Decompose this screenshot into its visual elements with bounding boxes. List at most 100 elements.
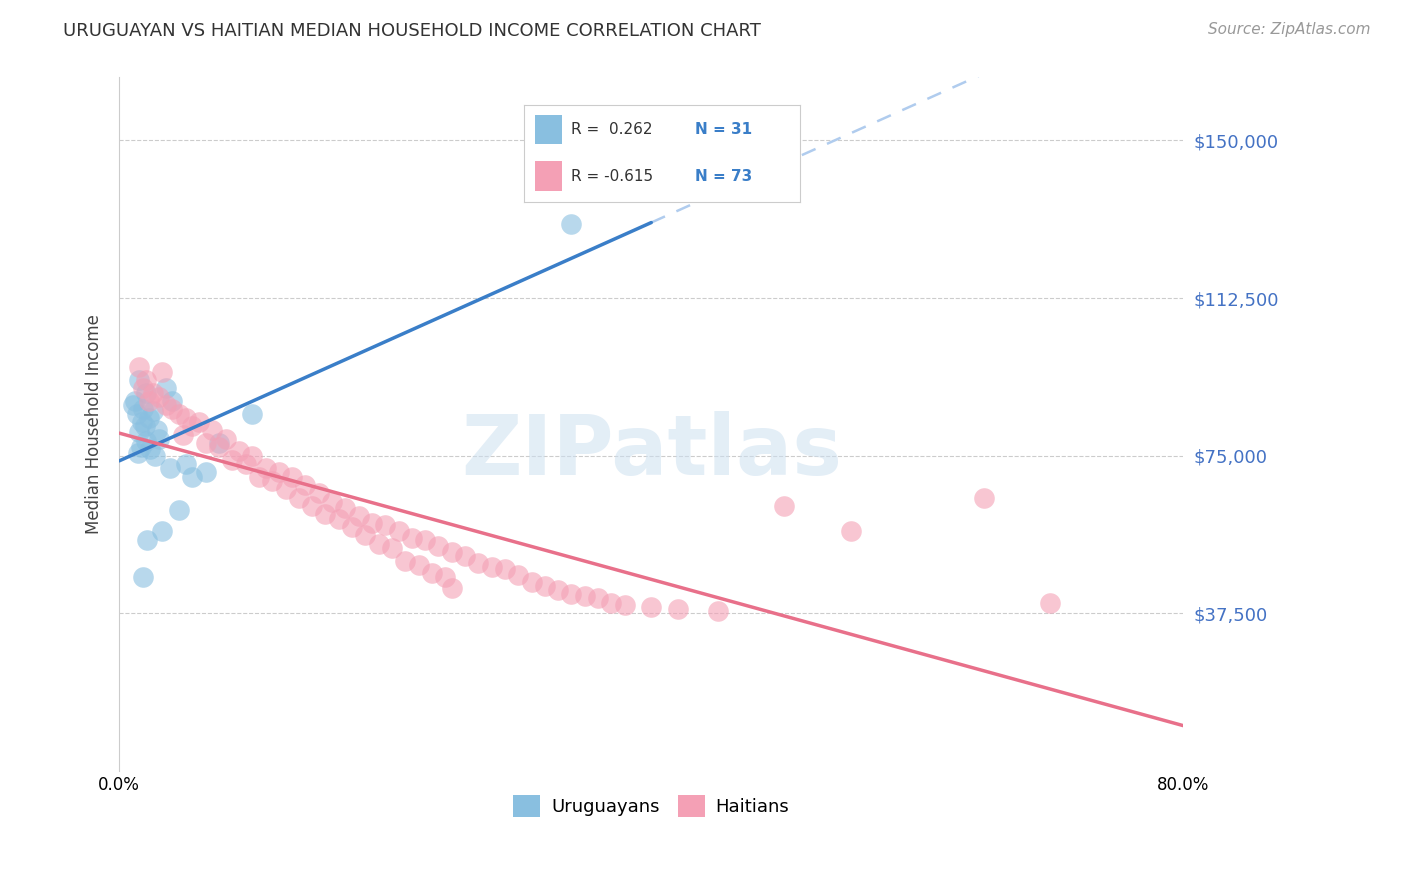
Point <box>128 425 150 440</box>
Point <box>420 566 443 581</box>
Point <box>155 398 177 412</box>
Point <box>121 398 143 412</box>
Point <box>240 449 263 463</box>
Point <box>208 436 231 450</box>
Point <box>150 365 173 379</box>
Point <box>221 452 243 467</box>
Point <box>973 491 995 505</box>
Point <box>125 407 148 421</box>
Y-axis label: Median Household Income: Median Household Income <box>86 314 103 534</box>
Point <box>401 531 423 545</box>
Point <box>481 560 503 574</box>
Point <box>201 423 224 437</box>
Point <box>600 596 623 610</box>
Point <box>129 440 152 454</box>
Point <box>208 440 231 454</box>
Point <box>181 469 204 483</box>
Point <box>1039 596 1062 610</box>
Point <box>139 442 162 457</box>
Point <box>427 539 450 553</box>
Point <box>440 545 463 559</box>
Point <box>172 427 194 442</box>
Point <box>132 381 155 395</box>
Point <box>159 461 181 475</box>
Point <box>773 499 796 513</box>
Point <box>240 407 263 421</box>
Point <box>128 373 150 387</box>
Point <box>174 410 197 425</box>
Point <box>135 385 157 400</box>
Point <box>188 415 211 429</box>
Point <box>155 381 177 395</box>
Point <box>194 436 217 450</box>
Point <box>148 390 170 404</box>
Point <box>136 533 159 547</box>
Point <box>262 474 284 488</box>
Point <box>613 598 636 612</box>
Point <box>128 360 150 375</box>
Point <box>148 432 170 446</box>
Point <box>288 491 311 505</box>
Point <box>666 602 689 616</box>
Point <box>328 511 350 525</box>
Point <box>254 461 277 475</box>
Point <box>143 449 166 463</box>
Point <box>281 469 304 483</box>
Point <box>267 466 290 480</box>
Point <box>454 549 477 564</box>
Point <box>560 218 582 232</box>
Point <box>547 582 569 597</box>
Point <box>520 574 543 589</box>
Point <box>294 478 316 492</box>
Point <box>354 528 377 542</box>
Point <box>440 581 463 595</box>
Point <box>124 394 146 409</box>
Point <box>314 508 336 522</box>
Point <box>145 423 167 437</box>
Text: Source: ZipAtlas.com: Source: ZipAtlas.com <box>1208 22 1371 37</box>
Point <box>174 457 197 471</box>
Point <box>574 590 596 604</box>
Point <box>408 558 430 572</box>
Point <box>839 524 862 539</box>
Point <box>586 591 609 606</box>
Point <box>321 495 343 509</box>
Point <box>308 486 330 500</box>
Point <box>181 419 204 434</box>
Point <box>707 604 730 618</box>
Point <box>494 562 516 576</box>
Point <box>508 568 530 582</box>
Point <box>150 524 173 539</box>
Point <box>387 524 409 539</box>
Point <box>167 503 190 517</box>
Point <box>228 444 250 458</box>
Point <box>141 385 163 400</box>
Point <box>534 579 557 593</box>
Text: URUGUAYAN VS HAITIAN MEDIAN HOUSEHOLD INCOME CORRELATION CHART: URUGUAYAN VS HAITIAN MEDIAN HOUSEHOLD IN… <box>63 22 761 40</box>
Point <box>162 394 184 409</box>
Point <box>134 419 156 434</box>
Point <box>467 556 489 570</box>
Point <box>215 432 238 446</box>
Point <box>361 516 384 530</box>
Point <box>340 520 363 534</box>
Point <box>162 402 184 417</box>
Point <box>374 517 396 532</box>
Point <box>413 533 436 547</box>
Point <box>135 373 157 387</box>
Point <box>367 537 389 551</box>
Point <box>132 402 155 417</box>
Point <box>131 415 153 429</box>
Point <box>301 499 323 513</box>
Point <box>194 466 217 480</box>
Point <box>247 469 270 483</box>
Point <box>434 570 457 584</box>
Point <box>127 446 149 460</box>
Point <box>335 501 357 516</box>
Point <box>132 570 155 584</box>
Point <box>135 434 157 448</box>
Point <box>381 541 404 555</box>
Point <box>138 410 160 425</box>
Point <box>560 587 582 601</box>
Point <box>274 482 297 496</box>
